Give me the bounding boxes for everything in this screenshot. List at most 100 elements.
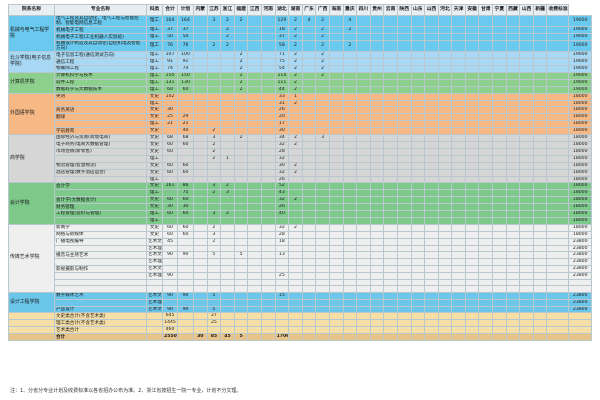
plan-count-cell	[464, 78, 480, 87]
plan-count-cell	[206, 71, 222, 80]
plan-count-cell	[301, 134, 317, 142]
plan-count-cell	[519, 99, 534, 108]
plan-count-cell	[260, 51, 276, 60]
table-row: 财务管理 文史 30 30 26 18000	[9, 203, 592, 212]
plan-count-cell	[220, 298, 235, 307]
plan-count-cell	[233, 305, 249, 314]
table-row: 传媒艺术学院 新闻学 文史 60 60 2 32 2 18000	[8, 223, 592, 293]
plan-count-cell	[328, 265, 344, 274]
plan-count-cell	[220, 85, 235, 94]
table-row: 物联网工程 理工 74 74 2 54 2 2 19000	[9, 65, 592, 73]
plan-count-cell	[396, 147, 412, 156]
plan-count-cell: 90	[177, 251, 194, 260]
plan-count-cell	[396, 244, 412, 253]
plan-count-cell	[478, 251, 494, 260]
plan-count-cell	[396, 99, 412, 108]
major-name-cell: 国际经济与贸易(跨境电商)	[54, 134, 147, 142]
plan-count-cell	[315, 92, 330, 101]
major-name-cell	[54, 216, 147, 225]
plan-count-cell	[274, 326, 290, 335]
plan-count-cell	[193, 251, 208, 260]
plan-count-cell	[383, 154, 398, 163]
plan-count-cell: 37	[177, 26, 194, 35]
plan-count-cell	[451, 26, 466, 35]
major-name-cell: 数字媒体艺术	[54, 291, 147, 300]
plan-count-cell	[383, 58, 398, 66]
plan-count-cell	[437, 244, 453, 253]
plan-count-cell	[546, 33, 570, 41]
plan-count-cell	[396, 237, 412, 246]
plan-count-cell	[437, 51, 453, 60]
plan-count-cell	[220, 223, 235, 232]
plan-count-cell: 60	[177, 210, 194, 218]
college-name-cell: 传媒艺术学院	[8, 223, 55, 293]
plan-count-cell	[519, 203, 534, 212]
plan-count-cell	[315, 305, 330, 314]
plan-count-cell	[424, 127, 439, 136]
plan-count-cell	[301, 189, 317, 198]
plan-count-cell	[193, 92, 208, 101]
plan-count-cell: 21	[162, 120, 178, 129]
plan-count-cell: 31	[274, 99, 290, 108]
plan-count-cell: 21	[177, 120, 194, 129]
plan-count-cell	[260, 258, 276, 267]
plan-count-cell	[220, 175, 235, 184]
plan-count-cell	[505, 333, 521, 342]
fee-cell: 19000	[568, 39, 592, 53]
plan-count-cell	[247, 251, 262, 260]
fee-cell	[568, 285, 592, 293]
plan-count-cell	[356, 161, 371, 170]
plan-count-cell	[464, 203, 480, 212]
plan-count-cell	[247, 168, 262, 177]
plan-count-cell	[451, 33, 466, 41]
plan-count-cell: 理工	[146, 78, 163, 87]
plan-count-cell: 2	[233, 58, 249, 66]
plan-count-cell	[342, 154, 358, 163]
table-row: 广播电视编导 艺术文 45 2 18 23800	[9, 237, 592, 246]
plan-count-cell	[315, 99, 330, 108]
plan-count-cell	[478, 175, 494, 184]
table-row	[9, 279, 592, 287]
plan-count-cell	[328, 333, 344, 342]
plan-count-cell	[288, 265, 303, 274]
plan-count-cell	[233, 258, 249, 267]
plan-count-cell	[410, 65, 426, 73]
plan-count-cell	[206, 203, 222, 212]
plan-count-cell: 2	[288, 65, 303, 73]
plan-count-cell	[356, 210, 371, 218]
plan-count-cell	[383, 312, 398, 321]
plan-count-cell	[260, 168, 276, 177]
plan-count-cell	[206, 161, 222, 170]
plan-count-cell	[315, 251, 330, 260]
plan-count-cell	[410, 291, 426, 300]
major-name-cell: 机械电子工程	[54, 26, 147, 35]
plan-count-cell	[396, 14, 412, 28]
plan-count-cell	[410, 161, 426, 170]
plan-count-cell	[410, 258, 426, 267]
plan-count-cell: 2	[288, 223, 303, 232]
plan-count-cell	[260, 319, 276, 328]
fee-cell: 18000	[568, 189, 592, 198]
plan-count-cell	[260, 244, 276, 253]
major-name-cell: 机械电子工程(工业机器人实验班)	[54, 33, 147, 41]
plan-count-cell	[247, 113, 262, 122]
plan-count-cell: 30	[162, 106, 178, 115]
plan-count-cell	[233, 113, 249, 122]
fee-cell: 23800	[568, 251, 592, 260]
plan-count-cell	[274, 216, 290, 225]
plan-count-cell	[478, 265, 494, 274]
plan-count-cell	[505, 99, 521, 108]
table-header-row: 院系名称 专业名称 科类 合计 计划 内蒙 江苏 浙江 福建 江西 河南 湖北 湖南 广东 广西 海南 重庆 四川…	[8, 4, 592, 16]
plan-count-cell	[342, 134, 358, 142]
plan-count-cell: 2	[220, 14, 235, 28]
plan-count-cell	[532, 196, 548, 205]
plan-count-cell: 60	[177, 168, 194, 177]
plan-count-cell	[328, 85, 344, 94]
plan-count-cell	[451, 223, 466, 232]
plan-count-cell	[328, 326, 344, 335]
plan-count-cell	[532, 134, 548, 142]
plan-count-cell	[328, 147, 344, 156]
plan-count-cell	[424, 51, 439, 60]
plan-count-cell	[206, 272, 222, 281]
fee-cell	[568, 333, 592, 342]
